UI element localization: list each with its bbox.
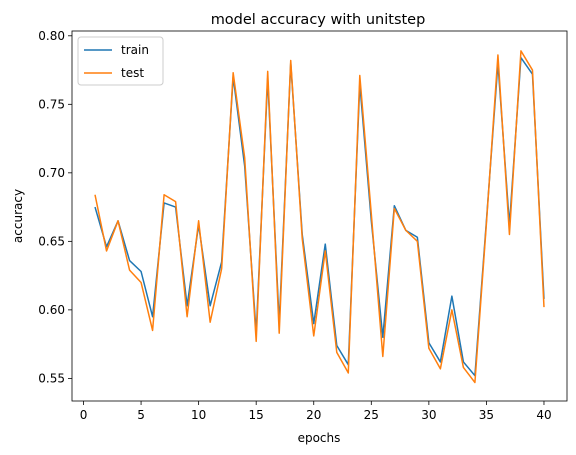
x-tick-label: 5 [137,408,145,422]
series-line-test [94,50,545,384]
y-tick-label: 0.60 [38,303,65,317]
x-tick-label: 15 [249,408,264,422]
y-tick-label: 0.80 [38,29,65,43]
x-axis-label: epochs [298,431,341,445]
legend-label-train: train [121,43,149,57]
legend-label-test: test [121,66,144,80]
plot-frame [71,30,568,402]
x-tick-label: 40 [536,408,551,422]
x-tick-label: 0 [80,408,88,422]
y-tick-label: 0.70 [38,166,65,180]
y-tick-label: 0.75 [38,97,65,111]
legend: train test [77,36,164,86]
series-line-train [94,56,545,377]
x-tick-label: 10 [191,408,206,422]
y-tick-label: 0.65 [38,234,65,248]
x-tick-label: 25 [364,408,379,422]
y-tick-label: 0.55 [38,371,65,385]
y-axis-label: accuracy [11,189,25,243]
x-tick-label: 30 [421,408,436,422]
chart-title: model accuracy with unitstep [211,12,426,28]
x-tick-label: 35 [479,408,494,422]
x-tick-label: 20 [306,408,321,422]
